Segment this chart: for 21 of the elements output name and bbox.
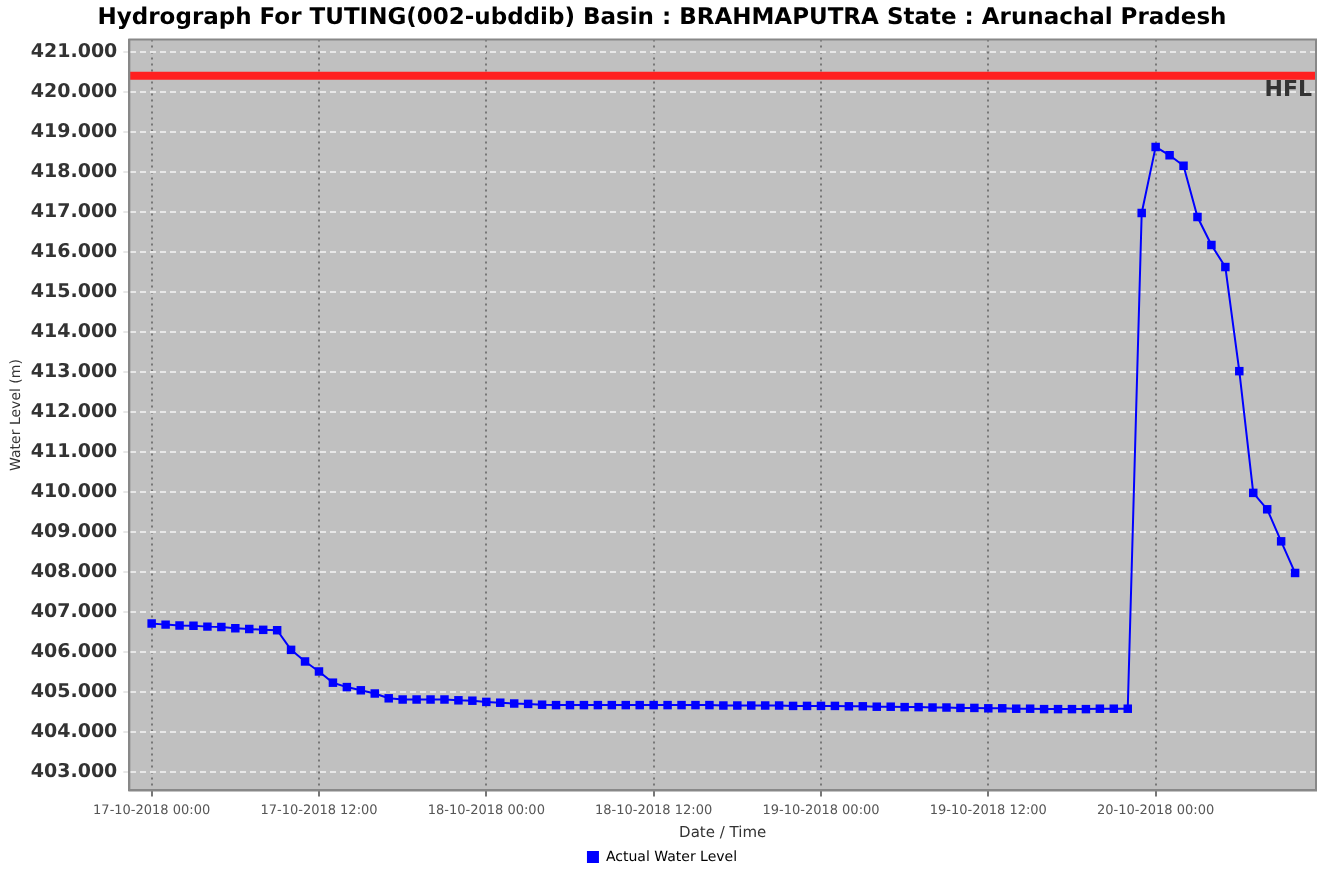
- ref-line-label: HFL: [1264, 76, 1312, 103]
- y-tick-label: 404.000: [30, 721, 119, 744]
- y-tick-label: 414.000: [30, 320, 119, 343]
- y-tick-label: 411.000: [30, 440, 119, 463]
- chart-title: Hydrograph For TUTING(002-ubddib) Basin : BRAHMAPUTRA State : Arunachal Pradesh: [97, 1, 1227, 30]
- y-tick-label: 418.000: [30, 160, 119, 183]
- y-tick-label: 403.000: [30, 761, 119, 784]
- y-tick-label: 415.000: [30, 280, 119, 303]
- y-tick-label: 413.000: [30, 360, 119, 383]
- y-tick-label: 405.000: [30, 681, 119, 704]
- y-tick-label: 417.000: [30, 200, 119, 223]
- y-tick-label: 412.000: [30, 400, 119, 423]
- y-tick-label: 408.000: [30, 561, 119, 584]
- y-tick-label: 419.000: [30, 120, 119, 143]
- y-tick-label: 406.000: [30, 641, 119, 664]
- y-tick-label: 407.000: [30, 601, 119, 624]
- y-tick-label: 416.000: [30, 240, 119, 263]
- y-tick-label: 420.000: [30, 80, 119, 103]
- y-tick-label: 421.000: [30, 40, 119, 63]
- y-tick-label: 409.000: [30, 521, 119, 544]
- y-tick-label: 410.000: [30, 481, 119, 504]
